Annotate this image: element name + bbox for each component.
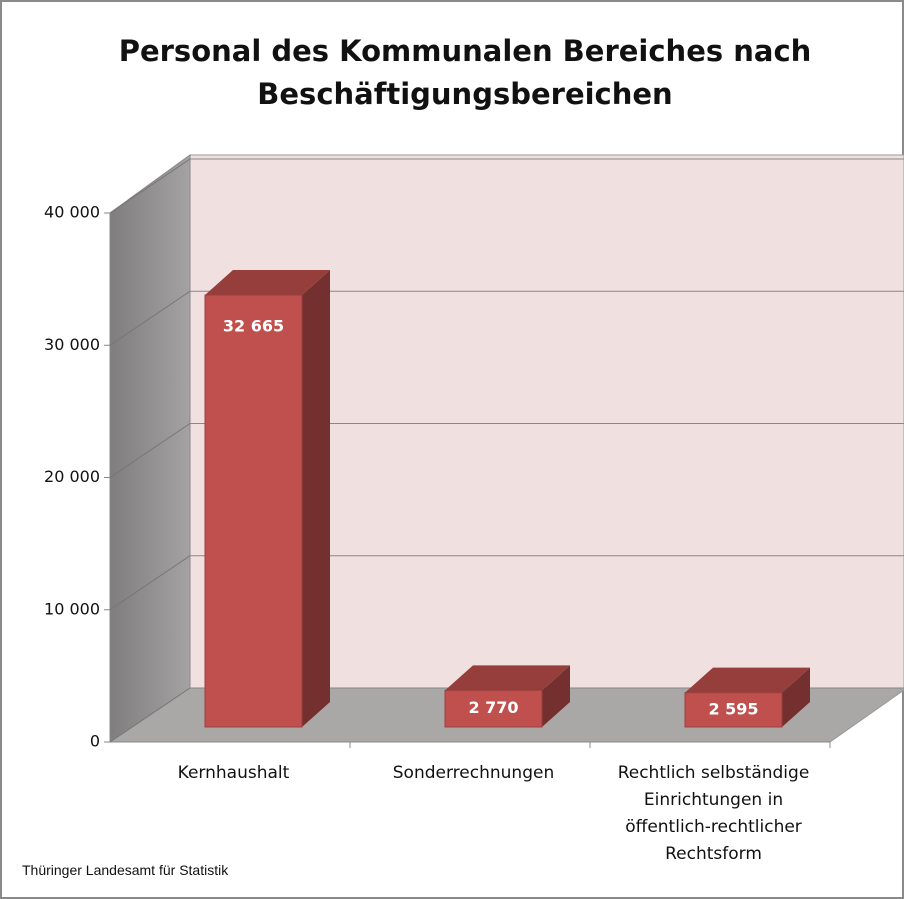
bar	[204, 294, 303, 728]
value-label: 32 665	[223, 317, 284, 336]
y-tick-label: 10 000	[44, 599, 100, 618]
grid-line	[109, 687, 191, 743]
bar-top	[205, 270, 330, 296]
value-label: 2 595	[708, 699, 758, 718]
bar-top	[685, 667, 810, 693]
x-tick-label: Sonderrechnungen	[392, 763, 555, 783]
x-tick-label: Kernhaushalt	[177, 763, 290, 783]
bar	[684, 692, 783, 728]
chart-title: Personal des Kommunalen Bereiches nach B…	[118, 34, 812, 111]
grid-line	[109, 158, 191, 214]
bar-side	[302, 270, 330, 727]
value-label: 2 770	[468, 698, 518, 717]
source: Thüringer Landesamt für Statistik	[22, 862, 229, 878]
y-tick-label: 0	[90, 732, 100, 751]
bar	[444, 689, 543, 728]
bar-side	[782, 667, 810, 727]
bar-top	[445, 665, 570, 691]
side-wall	[109, 154, 191, 743]
grid-line	[109, 290, 191, 346]
grid-line	[109, 423, 191, 478]
grid-line	[109, 555, 191, 611]
x-tick-label: Rechtlich selbständige Einrichtungen in …	[617, 763, 810, 864]
y-tick-label: 20 000	[44, 467, 100, 486]
y-tick-label: 30 000	[44, 335, 100, 354]
bar-side	[542, 665, 570, 727]
y-tick-label: 40 000	[44, 203, 100, 222]
